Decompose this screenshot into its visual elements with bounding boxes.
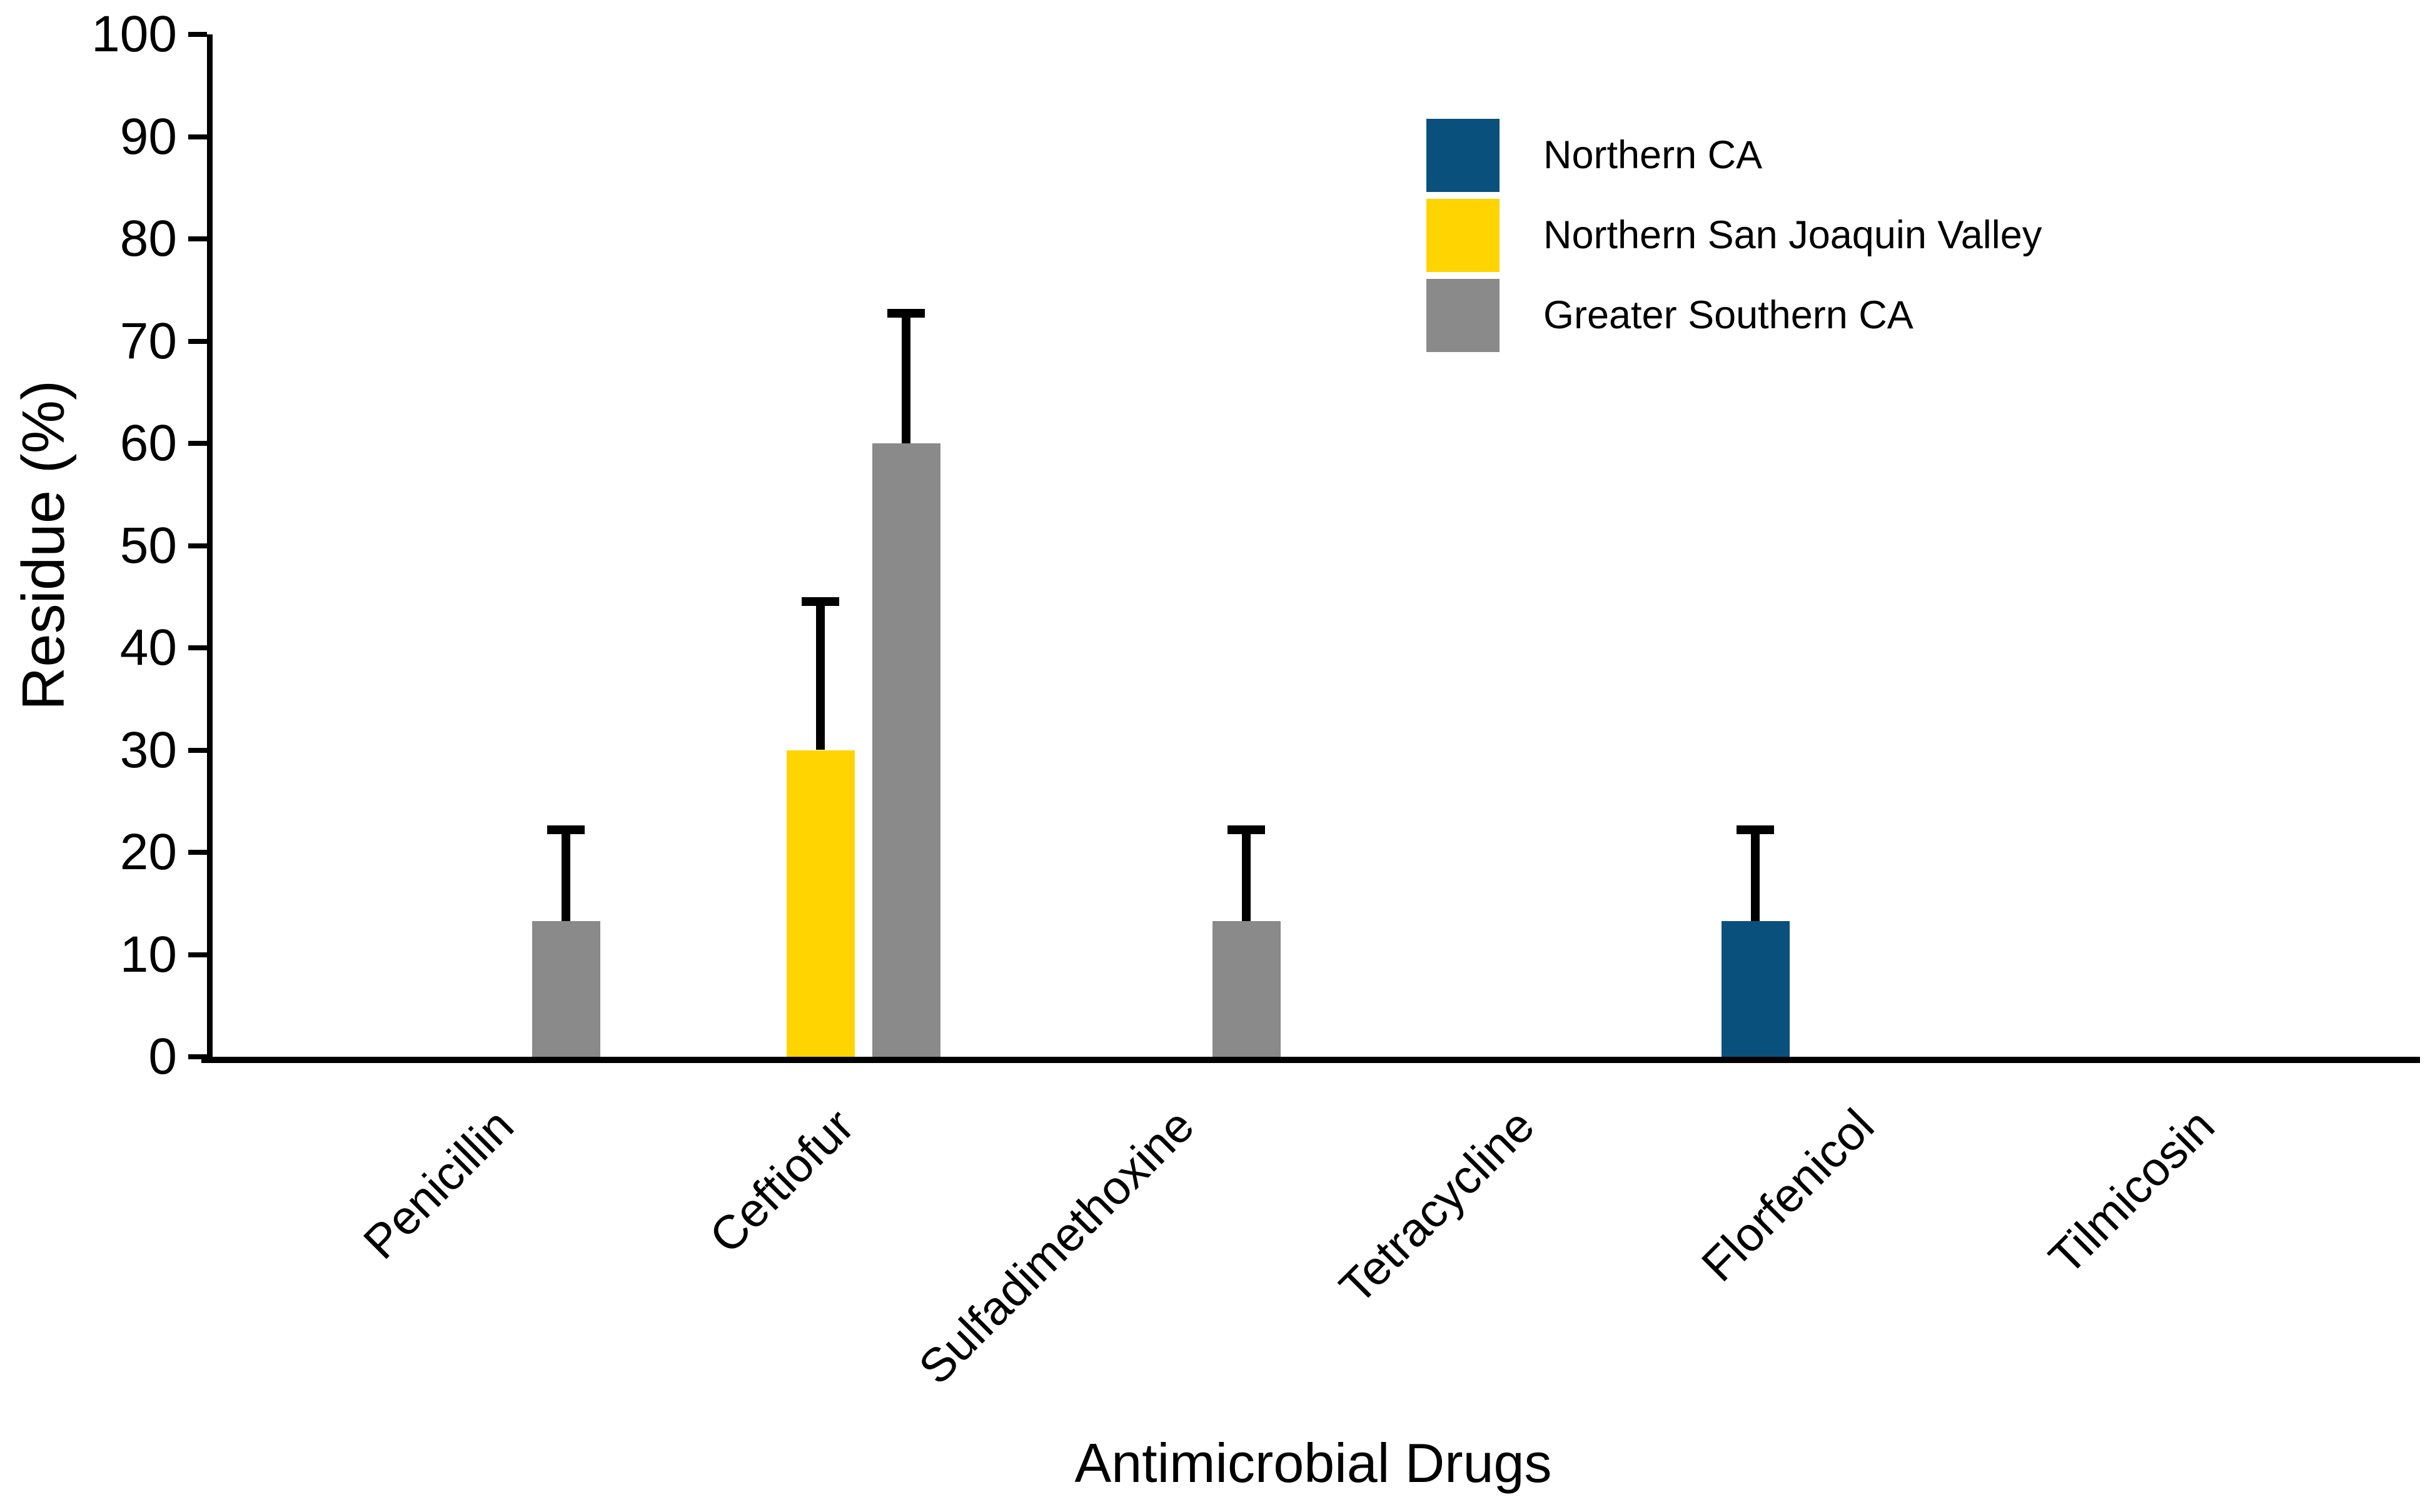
y-tick-90 bbox=[188, 134, 207, 139]
y-tick-label-30: 30 bbox=[119, 721, 177, 779]
errorbar-cap-penicillin-greater-southern-ca bbox=[547, 825, 585, 835]
y-tick-label-90: 90 bbox=[119, 108, 177, 165]
errorbar-stem-florfenicol-northern-ca bbox=[1751, 830, 1760, 921]
y-tick-60 bbox=[188, 441, 207, 446]
y-tick-label-50: 50 bbox=[119, 517, 177, 574]
bar-ceftiofur-greater-southern-ca bbox=[872, 443, 940, 1057]
errorbar-cap-ceftiofur-greater-southern-ca bbox=[887, 309, 925, 318]
errorbar-stem-penicillin-greater-southern-ca bbox=[562, 830, 570, 921]
y-tick-20 bbox=[188, 850, 207, 855]
y-axis-line bbox=[207, 34, 213, 1063]
y-tick-100 bbox=[188, 32, 207, 37]
x-tick-label-tetracycline: Tetracycline bbox=[1329, 1099, 1545, 1314]
y-tick-label-0: 0 bbox=[148, 1028, 177, 1085]
x-axis-title: Antimicrobial Drugs bbox=[1074, 1432, 1552, 1494]
y-tick-label-20: 20 bbox=[119, 824, 177, 880]
y-tick-50 bbox=[188, 543, 207, 548]
legend-swatch-greater-southern-ca bbox=[1426, 279, 1500, 352]
x-tick-label-florfenicol: Florfenicol bbox=[1691, 1099, 1885, 1292]
legend-swatch-northern-san-joaquin-valley bbox=[1426, 199, 1500, 272]
errorbar-stem-ceftiofur-greater-southern-ca bbox=[902, 313, 910, 443]
y-axis-title: Residue (%) bbox=[10, 380, 77, 711]
legend-label: Northern San Joaquin Valley bbox=[1543, 213, 2042, 257]
legend-item-northern-ca: Northern CA bbox=[1426, 119, 2042, 192]
y-tick-80 bbox=[188, 236, 207, 241]
bar-sulfadimethoxine-greater-southern-ca bbox=[1212, 920, 1281, 1057]
errorbar-cap-sulfadimethoxine-greater-southern-ca bbox=[1228, 825, 1265, 835]
legend-item-greater-southern-ca: Greater Southern CA bbox=[1426, 279, 2042, 352]
errorbar-stem-sulfadimethoxine-greater-southern-ca bbox=[1242, 830, 1251, 921]
y-tick-70 bbox=[188, 338, 207, 344]
errorbar-cap-ceftiofur-northern-san-joaquin-valley bbox=[802, 597, 839, 607]
errorbar-stem-ceftiofur-northern-san-joaquin-valley bbox=[816, 602, 825, 750]
y-tick-label-60: 60 bbox=[119, 415, 177, 471]
x-tick-label-penicillin: Penicillin bbox=[353, 1099, 524, 1269]
y-tick-30 bbox=[188, 747, 207, 753]
y-tick-40 bbox=[188, 645, 207, 650]
legend-item-northern-san-joaquin-valley: Northern San Joaquin Valley bbox=[1426, 199, 2042, 272]
y-tick-label-80: 80 bbox=[119, 210, 177, 267]
legend-swatch-northern-ca bbox=[1426, 119, 1500, 192]
y-tick-label-100: 100 bbox=[91, 6, 177, 63]
errorbar-cap-florfenicol-northern-ca bbox=[1737, 825, 1774, 835]
y-tick-label-40: 40 bbox=[119, 619, 177, 676]
bar-penicillin-greater-southern-ca bbox=[532, 920, 600, 1057]
legend: Northern CA Northern San Joaquin Valley … bbox=[1426, 119, 2042, 359]
y-tick-label-70: 70 bbox=[119, 312, 177, 370]
y-tick-0 bbox=[188, 1054, 207, 1059]
bar-florfenicol-northern-ca bbox=[1721, 920, 1790, 1057]
legend-label: Northern CA bbox=[1543, 133, 1763, 177]
x-axis-line bbox=[201, 1057, 2420, 1063]
x-tick-label-tilmicosin: Tilmicosin bbox=[2039, 1099, 2225, 1285]
y-tick-10 bbox=[188, 952, 207, 957]
x-tick-label-sulfadimethoxine: Sulfadimethoxine bbox=[909, 1099, 1204, 1394]
legend-label: Greater Southern CA bbox=[1543, 293, 1913, 337]
y-tick-label-10: 10 bbox=[119, 925, 177, 983]
bar-ceftiofur-northern-san-joaquin-valley bbox=[786, 750, 855, 1057]
x-tick-label-ceftiofur: Ceftiofur bbox=[699, 1099, 864, 1264]
